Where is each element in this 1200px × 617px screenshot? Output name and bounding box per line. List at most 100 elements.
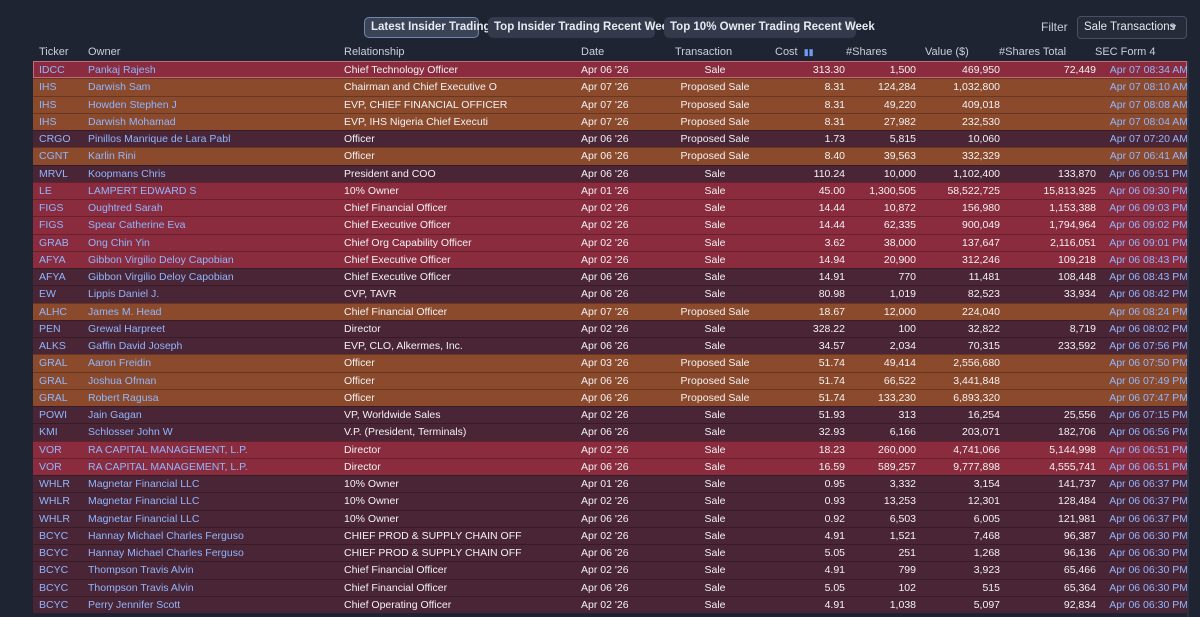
table-row[interactable]: FIGS Spear Catherine Eva Chief Executive O… [33, 216, 1188, 234]
cell-owner[interactable]: Hannay Michael Charles Ferguso [88, 529, 244, 542]
table-row[interactable]: GRAL Aaron Freidin Officer Apr 03 '26 Propos… [33, 354, 1188, 372]
table-row[interactable]: CRGO Pinillos Manrique de Lara Pabl Office… [33, 130, 1188, 148]
cell-ticker[interactable]: IHS [39, 115, 57, 128]
cell-ticker[interactable]: AFYA [39, 271, 66, 283]
cell-owner[interactable]: Gibbon Virgilio Deloy Capobian [88, 271, 234, 283]
tab-top-insider-trading-recent-week[interactable]: Top Insider Trading Recent Week [488, 17, 674, 38]
cell-ticker[interactable]: BCYC [39, 581, 69, 594]
cell-ticker[interactable]: WHLR [39, 478, 70, 490]
cell-ticker[interactable]: KMI [39, 426, 58, 439]
col-cost[interactable]: Cost ▮▮ [775, 44, 814, 61]
table-row[interactable]: VOR RA CAPITAL MANAGEMENT, L.P. Director Ap… [33, 440, 1188, 458]
cell-owner[interactable]: Howden Stephen J [88, 98, 177, 111]
cell-sec-form[interactable]: Apr 06 06:51 PM [1109, 460, 1188, 473]
cell-sec-form[interactable]: Apr 06 06:30 PM [1109, 581, 1188, 594]
cell-sec-form[interactable]: Apr 06 09:01 PM [1109, 236, 1188, 249]
cell-sec-form[interactable]: Apr 06 07:56 PM [1109, 340, 1188, 352]
col-owner[interactable]: Owner [88, 46, 121, 58]
cell-owner[interactable]: Gibbon Virgilio Deloy Capobian [88, 253, 234, 266]
cell-sec-form[interactable]: Apr 07 08:10 AM [1109, 81, 1188, 94]
cell-owner[interactable]: Gaffin David Joseph [88, 340, 183, 352]
cell-ticker[interactable]: BCYC [39, 529, 69, 542]
cell-ticker[interactable]: CRGO [39, 133, 71, 145]
cell-owner[interactable]: Robert Ragusa [88, 391, 159, 404]
table-row[interactable]: EW Lippis Daniel J. CVP, TAVR Apr 06 '26 Sal… [33, 285, 1188, 303]
table-row[interactable]: GRAL Robert Ragusa Officer Apr 06 '26 Propos… [33, 388, 1188, 406]
col-transaction[interactable]: Transaction [675, 46, 733, 58]
table-row[interactable]: WHLR Magnetar Financial LLC 10% Owner Apr 0… [33, 475, 1188, 493]
cell-owner[interactable]: Magnetar Financial LLC [88, 478, 200, 490]
cell-owner[interactable]: Thompson Travis Alvin [88, 564, 194, 577]
cell-ticker[interactable]: BCYC [39, 564, 69, 577]
cell-ticker[interactable]: CGNT [39, 150, 69, 163]
cell-ticker[interactable]: VOR [39, 460, 62, 473]
cell-owner[interactable]: Karlin Rini [88, 150, 136, 163]
cell-ticker[interactable]: LE [39, 184, 52, 197]
cell-ticker[interactable]: ALHC [39, 305, 68, 318]
cell-sec-form[interactable]: Apr 06 06:37 PM [1109, 478, 1188, 490]
cell-sec-form[interactable]: Apr 06 07:49 PM [1109, 374, 1188, 387]
cell-owner[interactable]: Jain Gagan [88, 409, 142, 421]
cell-owner[interactable]: Oughtred Sarah [88, 202, 163, 214]
cell-owner[interactable]: LAMPERT EDWARD S [88, 184, 197, 197]
cell-sec-form[interactable]: Apr 07 08:34 AM [1109, 64, 1188, 76]
table-row[interactable]: BCYC Thompson Travis Alvin Chief Financial… [33, 561, 1188, 579]
cell-owner[interactable]: Joshua Ofman [88, 374, 157, 387]
cell-ticker[interactable]: ALKS [39, 340, 66, 352]
cell-sec-form[interactable]: Apr 06 07:47 PM [1109, 391, 1188, 404]
table-row[interactable]: BCYC Perry Jennifer Scott Chief Operating … [33, 595, 1188, 613]
cell-owner[interactable]: Darwish Sam [88, 81, 151, 94]
col-date[interactable]: Date [581, 46, 605, 58]
cell-sec-form[interactable]: Apr 07 08:08 AM [1109, 98, 1188, 111]
cell-owner[interactable]: Magnetar Financial LLC [88, 512, 200, 525]
table-row[interactable]: POWI Jain Gagan VP, Worldwide Sales Apr 02 … [33, 406, 1188, 424]
cell-sec-form[interactable]: Apr 06 09:03 PM [1109, 202, 1188, 214]
table-row[interactable]: ALKS Gaffin David Joseph EVP, CLO, Alkerme… [33, 337, 1188, 355]
cell-ticker[interactable]: VOR [39, 443, 62, 456]
cell-ticker[interactable]: BCYC [39, 547, 69, 559]
cell-owner[interactable]: Lippis Daniel J. [88, 288, 160, 301]
table-row[interactable]: WHLR Magnetar Financial LLC 10% Owner Apr 0… [33, 509, 1188, 527]
tab-top-10-owner-trading-recent-week[interactable]: Top 10% Owner Trading Recent Week [664, 17, 875, 38]
table-row[interactable]: AFYA Gibbon Virgilio Deloy Capobian Chief … [33, 268, 1188, 286]
cell-owner[interactable]: Schlosser John W [88, 426, 173, 439]
col-sec-form[interactable]: SEC Form 4 [1095, 46, 1156, 58]
cell-sec-form[interactable]: Apr 06 06:30 PM [1109, 529, 1188, 542]
cell-sec-form[interactable]: Apr 06 06:30 PM [1109, 564, 1188, 577]
table-row[interactable]: GRAB Ong Chin Yin Chief Org Capability Off… [33, 233, 1188, 251]
cell-sec-form[interactable]: Apr 07 06:41 AM [1109, 150, 1188, 163]
cell-sec-form[interactable]: Apr 06 08:42 PM [1109, 288, 1188, 301]
cell-sec-form[interactable]: Apr 06 08:02 PM [1109, 322, 1188, 335]
cell-sec-form[interactable]: Apr 07 08:04 AM [1109, 115, 1188, 128]
col-shares[interactable]: #Shares [846, 46, 887, 58]
cell-sec-form[interactable]: Apr 06 08:43 PM [1109, 271, 1188, 283]
cell-owner[interactable]: Grewal Harpreet [88, 322, 166, 335]
cell-sec-form[interactable]: Apr 06 09:51 PM [1109, 167, 1188, 180]
table-row[interactable]: CGNT Karlin Rini Officer Apr 06 '26 Proposed… [33, 147, 1188, 165]
cell-ticker[interactable]: FIGS [39, 219, 64, 232]
scrollbar-track[interactable] [1187, 61, 1189, 617]
cell-sec-form[interactable]: Apr 06 06:30 PM [1109, 598, 1188, 611]
filter-select[interactable]: Sale Transactions ▼ [1077, 16, 1187, 39]
cell-ticker[interactable]: WHLR [39, 512, 70, 525]
cell-owner[interactable]: RA CAPITAL MANAGEMENT, L.P. [88, 443, 248, 456]
table-row[interactable]: IHS Howden Stephen J EVP, CHIEF FINANCIAL … [33, 95, 1188, 113]
cell-owner[interactable]: Perry Jennifer Scott [88, 598, 181, 611]
cell-ticker[interactable]: MRVL [39, 167, 68, 180]
cell-owner[interactable]: RA CAPITAL MANAGEMENT, L.P. [88, 460, 248, 473]
table-row[interactable]: GRAL Joshua Ofman Officer Apr 06 '26 Propose… [33, 371, 1188, 389]
cell-ticker[interactable]: PEN [39, 322, 61, 335]
table-row[interactable]: KMI Schlosser John W V.P. (President, Term… [33, 423, 1188, 441]
cell-owner[interactable]: Darwish Mohamad [88, 115, 176, 128]
cell-owner[interactable]: Koopmans Chris [88, 167, 166, 180]
col-ticker[interactable]: Ticker [39, 46, 69, 58]
cell-ticker[interactable]: EW [39, 288, 56, 301]
cell-owner[interactable]: Hannay Michael Charles Ferguso [88, 547, 244, 559]
cell-owner[interactable]: Magnetar Financial LLC [88, 495, 200, 508]
table-row[interactable]: IHS Darwish Mohamad EVP, IHS Nigeria Chief… [33, 112, 1188, 130]
cell-sec-form[interactable]: Apr 06 06:37 PM [1109, 512, 1188, 525]
cell-ticker[interactable]: IHS [39, 81, 57, 94]
cell-owner[interactable]: James M. Head [88, 305, 162, 318]
cell-ticker[interactable]: AFYA [39, 253, 66, 266]
col-shares-total[interactable]: #Shares Total [999, 46, 1067, 58]
